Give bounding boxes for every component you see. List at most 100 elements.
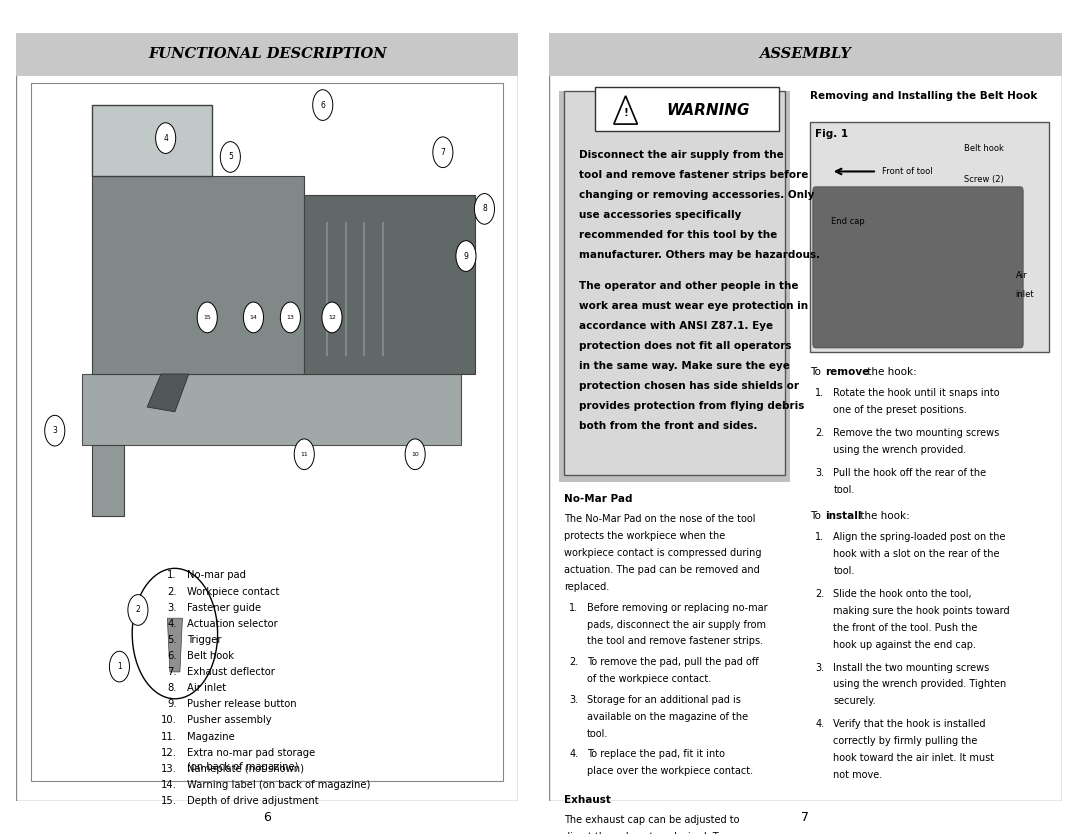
Circle shape xyxy=(198,302,217,333)
Text: 4.: 4. xyxy=(815,719,824,729)
Text: 10.: 10. xyxy=(161,716,177,726)
Text: not move.: not move. xyxy=(834,770,882,780)
Text: 4: 4 xyxy=(163,133,168,143)
Text: one of the preset positions.: one of the preset positions. xyxy=(834,404,968,414)
Text: work area must wear eye protection in: work area must wear eye protection in xyxy=(579,301,809,311)
Text: 3.: 3. xyxy=(167,603,177,613)
Text: accordance with ANSI Z87.1. Eye: accordance with ANSI Z87.1. Eye xyxy=(579,321,773,331)
Text: 5.: 5. xyxy=(167,635,177,645)
Text: Magazine: Magazine xyxy=(187,731,234,741)
Text: No-Mar Pad: No-Mar Pad xyxy=(564,494,633,504)
Text: 7: 7 xyxy=(801,811,809,824)
Text: protects the workpiece when the: protects the workpiece when the xyxy=(564,531,726,541)
Text: 11: 11 xyxy=(300,452,308,457)
Text: ASSEMBLY: ASSEMBLY xyxy=(759,48,851,62)
Text: inlet: inlet xyxy=(1015,289,1034,299)
Text: Disconnect the air supply from the: Disconnect the air supply from the xyxy=(579,150,784,160)
Text: WARNING: WARNING xyxy=(666,103,751,118)
Text: use accessories specifically: use accessories specifically xyxy=(579,210,742,220)
Text: Rotate the hook until it snaps into: Rotate the hook until it snaps into xyxy=(834,388,1000,398)
Text: 11.: 11. xyxy=(161,731,177,741)
Text: in the same way. Make sure the eye: in the same way. Make sure the eye xyxy=(579,361,791,371)
Circle shape xyxy=(109,651,130,682)
Text: Install the two mounting screws: Install the two mounting screws xyxy=(834,662,989,672)
Text: 10: 10 xyxy=(411,452,419,457)
Text: direct the exhaust as desired. Turn: direct the exhaust as desired. Turn xyxy=(564,832,733,834)
FancyBboxPatch shape xyxy=(813,187,1023,348)
Text: securely.: securely. xyxy=(834,696,876,706)
FancyBboxPatch shape xyxy=(564,91,784,475)
Text: of the workpiece contact.: of the workpiece contact. xyxy=(588,674,712,684)
Text: 6: 6 xyxy=(321,101,325,109)
FancyBboxPatch shape xyxy=(549,33,1062,801)
Text: Air: Air xyxy=(1015,270,1027,279)
Circle shape xyxy=(44,415,65,446)
Text: 8.: 8. xyxy=(167,683,177,693)
Text: making sure the hook points toward: making sure the hook points toward xyxy=(834,605,1010,615)
Text: Trigger: Trigger xyxy=(187,635,221,645)
Circle shape xyxy=(405,439,426,470)
Circle shape xyxy=(313,90,333,120)
Text: 1.: 1. xyxy=(815,532,824,542)
FancyBboxPatch shape xyxy=(16,33,518,76)
Text: Storage for an additional pad is: Storage for an additional pad is xyxy=(588,695,741,705)
Text: Remove the two mounting screws: Remove the two mounting screws xyxy=(834,428,1000,438)
Text: 13: 13 xyxy=(286,315,295,320)
Text: Fig. 1: Fig. 1 xyxy=(815,129,849,139)
Text: 15.: 15. xyxy=(161,796,177,806)
Text: correctly by firmly pulling the: correctly by firmly pulling the xyxy=(834,736,977,746)
Circle shape xyxy=(156,123,176,153)
Text: 4.: 4. xyxy=(569,749,578,759)
Text: !: ! xyxy=(623,108,629,118)
Text: To remove the pad, pull the pad off: To remove the pad, pull the pad off xyxy=(588,657,759,667)
Text: replaced.: replaced. xyxy=(564,582,609,592)
Text: No-mar pad: No-mar pad xyxy=(187,570,246,580)
FancyBboxPatch shape xyxy=(810,122,1049,352)
Text: To: To xyxy=(810,367,824,377)
Text: Removing and Installing the Belt Hook: Removing and Installing the Belt Hook xyxy=(810,91,1038,101)
Text: 9: 9 xyxy=(463,252,469,260)
Text: Before removing or replacing no-mar: Before removing or replacing no-mar xyxy=(588,603,768,613)
Text: install: install xyxy=(825,511,861,521)
Text: The No-Mar Pad on the nose of the tool: The No-Mar Pad on the nose of the tool xyxy=(564,515,756,525)
Text: recommended for this tool by the: recommended for this tool by the xyxy=(579,230,778,240)
Text: pads, disconnect the air supply from: pads, disconnect the air supply from xyxy=(588,620,766,630)
Text: changing or removing accessories. Only: changing or removing accessories. Only xyxy=(579,190,814,200)
Text: workpiece contact is compressed during: workpiece contact is compressed during xyxy=(564,548,761,558)
Text: hook toward the air inlet. It must: hook toward the air inlet. It must xyxy=(834,753,995,763)
Text: hook up against the end cap.: hook up against the end cap. xyxy=(834,640,976,650)
Polygon shape xyxy=(92,445,124,515)
Circle shape xyxy=(132,568,217,699)
Text: available on the magazine of the: available on the magazine of the xyxy=(588,711,748,721)
Text: 15: 15 xyxy=(203,315,211,320)
FancyBboxPatch shape xyxy=(31,83,503,781)
Text: Actuation selector: Actuation selector xyxy=(187,619,278,629)
Text: Front of tool: Front of tool xyxy=(882,167,933,176)
Text: provides protection from flying debris: provides protection from flying debris xyxy=(579,401,805,411)
Text: 12.: 12. xyxy=(161,748,177,758)
Polygon shape xyxy=(613,96,637,124)
Text: Exhaust deflector: Exhaust deflector xyxy=(187,667,274,677)
Text: 9.: 9. xyxy=(167,700,177,710)
Text: actuation. The pad can be removed and: actuation. The pad can be removed and xyxy=(564,565,760,575)
Text: 1: 1 xyxy=(117,662,122,671)
Circle shape xyxy=(433,137,453,168)
Text: hook with a slot on the rear of the: hook with a slot on the rear of the xyxy=(834,549,1000,559)
Text: To replace the pad, fit it into: To replace the pad, fit it into xyxy=(588,749,725,759)
Text: 1.: 1. xyxy=(815,388,824,398)
Text: Pusher release button: Pusher release button xyxy=(187,700,297,710)
Text: 3.: 3. xyxy=(815,468,824,478)
Text: The exhaust cap can be adjusted to: The exhaust cap can be adjusted to xyxy=(564,815,740,825)
FancyBboxPatch shape xyxy=(549,33,1062,76)
Text: Exhaust: Exhaust xyxy=(564,795,611,805)
Text: Fastener guide: Fastener guide xyxy=(187,603,261,613)
Polygon shape xyxy=(92,176,305,374)
Text: 3: 3 xyxy=(52,426,57,435)
Text: Slide the hook onto the tool,: Slide the hook onto the tool, xyxy=(834,589,972,599)
Text: tool.: tool. xyxy=(588,729,608,739)
Text: tool.: tool. xyxy=(834,565,854,575)
Text: 14: 14 xyxy=(249,315,257,320)
Text: 8: 8 xyxy=(482,204,487,214)
Text: 2.: 2. xyxy=(569,657,579,667)
Text: (on back of magazine): (on back of magazine) xyxy=(187,762,298,772)
